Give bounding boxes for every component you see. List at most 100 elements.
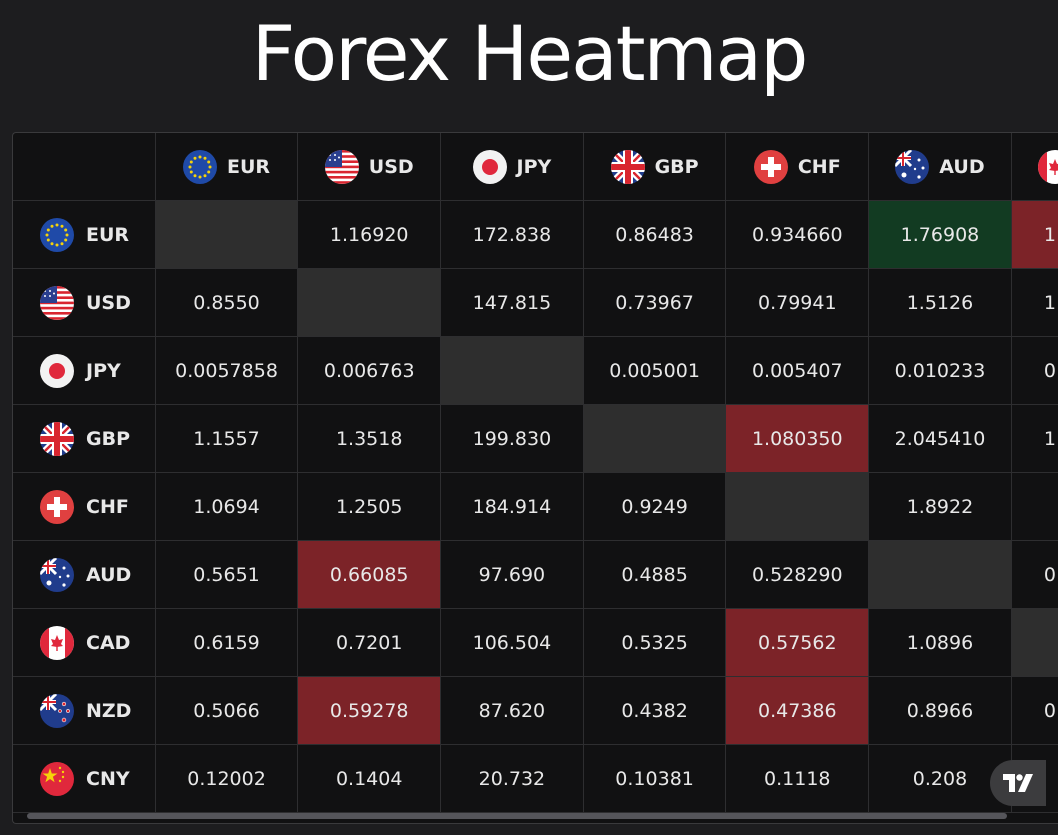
column-header-label: AUD <box>939 155 985 178</box>
column-header-cad[interactable]: CAD <box>1010 133 1058 201</box>
rate-cell[interactable]: 0.5325 <box>582 608 727 677</box>
rate-cell[interactable]: 0.8550 <box>154 268 299 337</box>
rate-cell[interactable]: 0.006763 <box>297 336 442 405</box>
rate-cell[interactable]: 1.5126 <box>868 268 1012 337</box>
rate-cell[interactable]: 0.010233 <box>868 336 1012 405</box>
rate-cell[interactable]: 1 <box>1010 268 1058 337</box>
rate-cell[interactable] <box>154 200 299 269</box>
rate-cell[interactable]: 0.66085 <box>297 540 442 609</box>
rate-cell[interactable]: 0 <box>1010 676 1058 745</box>
usd-flag-icon <box>40 285 74 320</box>
row-header-cny[interactable]: CNY <box>13 744 156 813</box>
row-header-chf[interactable]: CHF <box>13 472 156 541</box>
corner-cell <box>13 133 156 201</box>
rate-cell[interactable]: 0.7201 <box>297 608 442 677</box>
rate-cell[interactable]: 0.10381 <box>582 744 727 813</box>
rate-cell[interactable]: 0.12002 <box>154 744 299 813</box>
row-header-gbp[interactable]: GBP <box>13 404 156 473</box>
rate-cell[interactable]: 0.005407 <box>725 336 870 405</box>
rate-cell[interactable]: 0.005001 <box>582 336 727 405</box>
rate-cell[interactable]: 87.620 <box>440 676 584 745</box>
rate-cell[interactable]: 0.528290 <box>725 540 870 609</box>
rate-cell[interactable]: 0.57562 <box>725 608 870 677</box>
row-header-label: USD <box>86 291 131 314</box>
rate-cell[interactable]: 1.1557 <box>154 404 299 473</box>
rate-cell[interactable] <box>297 268 442 337</box>
rate-cell[interactable]: 0 <box>1010 336 1058 405</box>
row-header-label: NZD <box>86 699 132 722</box>
rate-cell[interactable]: 0.208 <box>868 744 1012 813</box>
jpy-flag-icon <box>40 353 74 388</box>
rate-cell[interactable]: 1 <box>1010 404 1058 473</box>
rate-cell[interactable]: 0.4382 <box>582 676 727 745</box>
cad-flag-icon <box>40 625 74 660</box>
rate-cell[interactable] <box>1010 608 1058 677</box>
rate-cell[interactable]: 0.4885 <box>582 540 727 609</box>
column-header-chf[interactable]: CHF <box>725 133 870 201</box>
rate-cell[interactable]: 1.76908 <box>868 200 1012 269</box>
rate-cell[interactable]: 1 <box>1010 200 1058 269</box>
rate-cell[interactable]: 199.830 <box>440 404 584 473</box>
rate-cell[interactable]: 1.0896 <box>868 608 1012 677</box>
forex-heatmap-widget: EUR USD JPY GBP CHF AUD CAD NZD CNY EUR 1.1692017… <box>12 132 1058 824</box>
rate-cell[interactable] <box>725 472 870 541</box>
rate-cell[interactable]: 0.934660 <box>725 200 870 269</box>
rate-cell[interactable] <box>582 404 727 473</box>
table-row: GBP 1.1557 1.3518 199.830 1.080350 2.045410 1 <box>13 404 1058 473</box>
row-header-label: CHF <box>86 495 129 518</box>
rate-cell[interactable] <box>868 540 1012 609</box>
row-header-label: EUR <box>86 223 130 246</box>
row-header-aud[interactable]: AUD <box>13 540 156 609</box>
rate-cell[interactable]: 0 <box>1010 540 1058 609</box>
row-header-eur[interactable]: EUR <box>13 200 156 269</box>
column-header-label: USD <box>368 155 414 178</box>
row-header-usd[interactable]: USD <box>13 268 156 337</box>
rate-cell[interactable]: 0.86483 <box>582 200 727 269</box>
column-header-eur[interactable]: EUR <box>154 133 299 201</box>
rate-cell[interactable]: 97.690 <box>440 540 584 609</box>
rate-cell[interactable]: 0.0057858 <box>154 336 299 405</box>
nzd-flag-icon <box>40 693 74 728</box>
rate-cell[interactable]: 1.080350 <box>725 404 870 473</box>
horizontal-scrollbar[interactable] <box>27 813 1007 819</box>
rate-cell[interactable]: 0.8966 <box>868 676 1012 745</box>
rate-cell[interactable]: 184.914 <box>440 472 584 541</box>
table-row: AUD 0.5651 0.66085 97.690 0.4885 0.528290 0 <box>13 540 1058 609</box>
cad-flag-icon <box>1038 149 1058 184</box>
rate-cell[interactable]: 2.045410 <box>868 404 1012 473</box>
aud-flag-icon <box>40 557 74 592</box>
rate-cell[interactable] <box>1010 472 1058 541</box>
column-header-aud[interactable]: AUD <box>868 133 1012 201</box>
heatmap-table: EUR USD JPY GBP CHF AUD CAD NZD CNY EUR 1.1692017… <box>13 133 1058 813</box>
rate-cell[interactable]: 0.6159 <box>154 608 299 677</box>
table-row: NZD 0.5066 0.59278 87.620 0.4382 0.47386 0.896… <box>13 676 1058 745</box>
row-header-jpy[interactable]: JPY <box>13 336 156 405</box>
column-header-jpy[interactable]: JPY <box>440 133 584 201</box>
rate-cell[interactable]: 0.79941 <box>725 268 870 337</box>
rate-cell[interactable]: 1.2505 <box>297 472 442 541</box>
rate-cell[interactable]: 106.504 <box>440 608 584 677</box>
table-row: CAD 0.6159 0.7201 106.504 0.5325 0.57562 1.089… <box>13 608 1058 677</box>
row-header-cad[interactable]: CAD <box>13 608 156 677</box>
rate-cell[interactable]: 1.8922 <box>868 472 1012 541</box>
rate-cell[interactable]: 0.59278 <box>297 676 442 745</box>
rate-cell[interactable] <box>440 336 584 405</box>
rate-cell[interactable]: 0.73967 <box>582 268 727 337</box>
rate-cell[interactable]: 0.1118 <box>725 744 870 813</box>
rate-cell[interactable]: 0.1404 <box>297 744 442 813</box>
rate-cell[interactable]: 1.0694 <box>154 472 299 541</box>
rate-cell[interactable]: 20.732 <box>440 744 584 813</box>
row-header-nzd[interactable]: NZD <box>13 676 156 745</box>
row-header-label: CAD <box>86 631 131 654</box>
rate-cell[interactable]: 0.5651 <box>154 540 299 609</box>
rate-cell[interactable]: 0.9249 <box>582 472 727 541</box>
rate-cell[interactable]: 172.838 <box>440 200 584 269</box>
rate-cell[interactable]: 0.5066 <box>154 676 299 745</box>
rate-cell[interactable]: 0.47386 <box>725 676 870 745</box>
rate-cell[interactable]: 1.3518 <box>297 404 442 473</box>
column-header-gbp[interactable]: GBP <box>582 133 727 201</box>
column-header-usd[interactable]: USD <box>297 133 442 201</box>
tradingview-logo-icon[interactable] <box>990 760 1046 806</box>
rate-cell[interactable]: 147.815 <box>440 268 584 337</box>
rate-cell[interactable]: 1.16920 <box>297 200 442 269</box>
